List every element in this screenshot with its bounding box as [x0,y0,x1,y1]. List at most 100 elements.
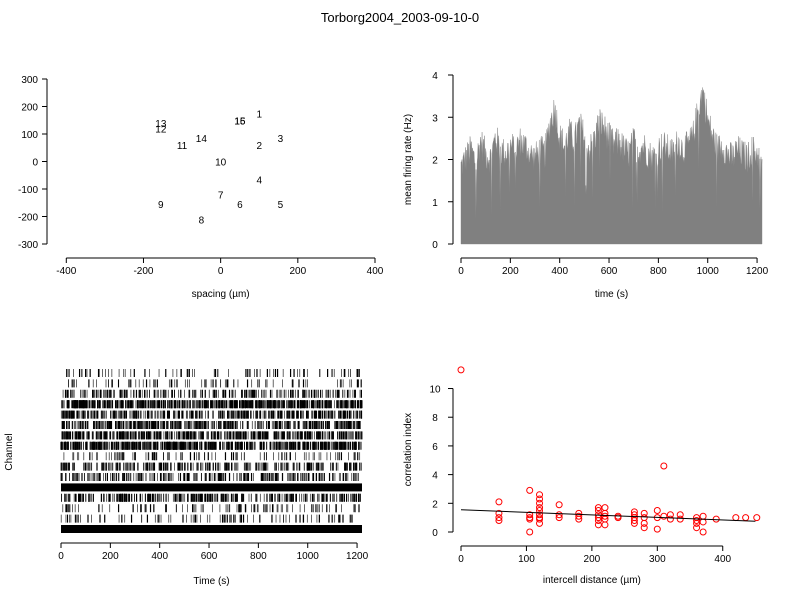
electrode-label: 3 [278,134,284,145]
correlation-point [555,501,563,509]
x-tick-label: 0 [58,551,64,562]
raster-channel-row [62,389,363,398]
x-tick-label: 400 [714,554,731,565]
correlation-point [630,517,638,525]
x-tick-label: 200 [584,554,601,565]
x-tick-label: 200 [502,266,519,277]
x-tick-label: 1200 [746,266,769,277]
correlation-point [653,506,661,514]
correlation-point [601,504,609,512]
y-tick-label: 1 [432,198,438,209]
electrode-label: 1 [256,109,262,120]
y-tick-label: 6 [432,442,438,453]
electrode-label: 10 [215,158,227,169]
correlation-point [601,512,609,520]
raster-spike-band [61,525,362,533]
raster-channel-row [61,525,362,533]
correlation-point [526,528,534,536]
electrode-label: 9 [158,200,164,211]
raster-channel-row [68,379,362,388]
raster-channel-row [61,400,363,409]
panel-firing-rate: 0 1 2 3 4 mean firing rate (Hz) 0 200 400 600 800 1… [403,71,769,300]
electrode-label: 2 [256,141,262,152]
correlation-point [630,519,638,527]
x-tick-label: 400 [367,266,384,277]
raster-channel-row [61,483,362,492]
correlation-point [495,514,503,522]
correlation-point [536,506,544,514]
electrode-label: 11 [177,141,188,152]
correlation-point [495,498,503,506]
y-tick-label: 100 [21,130,38,141]
x-tick-label: 400 [551,266,568,277]
panel-correlation: 0 2 4 6 8 10 correlation index 0 100 200 300 400 int… [403,366,761,586]
electrode-label: 4 [256,175,262,186]
raster-channel-row [60,410,363,419]
correlation-point [699,518,707,526]
x-tick-label: 300 [649,554,666,565]
correlation-point [693,519,701,527]
y-tick-label: 3 [432,113,438,124]
y-tick-label: 300 [21,75,38,86]
correlation-point [666,515,674,523]
electrode-label: 14 [196,134,208,145]
correlation-point [495,517,503,525]
correlation-point [536,491,544,499]
correlation-point [536,515,544,523]
electrode-label: 5 [278,200,284,211]
x-tick-label: 200 [289,266,306,277]
y-tick-label: -300 [18,240,38,251]
trend-line [460,509,756,522]
electrode-label: 7 [218,191,224,202]
y-axis-label: correlation index [403,413,414,486]
correlation-point [640,514,648,522]
firing-rate-area [460,87,763,245]
correlation-point [653,525,661,533]
y-tick-label: 4 [432,71,438,82]
correlation-point [693,517,701,525]
correlation-point [536,495,544,503]
raster-channel-row [62,504,360,513]
x-tick-label: 800 [650,266,667,277]
correlation-point [712,515,720,523]
raster-channel-row [60,514,353,523]
y-tick-label: 4 [432,471,438,482]
x-axis-label: intercell distance (µm) [543,575,641,586]
x-tick-label: -400 [56,266,76,277]
correlation-point [640,509,648,517]
correlation-point [594,517,602,525]
correlation-point [457,366,465,374]
x-axis-label: Time (s) [193,576,229,587]
correlation-point [699,512,707,520]
electrode-label: 6 [237,200,243,211]
y-tick-label: 2 [432,499,438,510]
electrode-label: 8 [199,215,205,226]
correlation-point [594,504,602,512]
correlation-point [732,514,740,522]
correlation-point [640,519,648,527]
correlation-point [575,512,583,520]
correlation-point [526,515,534,523]
correlation-point [614,514,622,522]
panel-electrode-positions: -300 -200 -100 0 100 200 300 -400 -200 0 200 400 spa… [18,75,384,300]
x-tick-label: 1200 [346,551,369,562]
raster-channel-row [61,493,361,502]
correlation-point [495,509,503,517]
panel-spike-raster: 0 200 400 600 800 1000 1200 Time (s) Channel [4,369,369,587]
y-tick-label: -100 [18,185,38,196]
correlation-point [742,514,750,522]
correlation-point [536,499,544,507]
correlation-point [536,519,544,527]
y-tick-label: 0 [432,240,438,251]
x-tick-label: 200 [102,551,119,562]
x-axis-label: spacing (µm) [192,289,250,300]
x-tick-label: 0 [458,266,464,277]
correlation-point [601,521,609,529]
y-tick-label: 2 [432,156,438,167]
x-tick-label: 400 [151,551,168,562]
x-tick-label: 0 [458,554,464,565]
page-title: Torborg2004_2003-09-10-0 [321,10,479,25]
y-axis-label: Channel [4,433,15,470]
correlation-point [526,486,534,494]
